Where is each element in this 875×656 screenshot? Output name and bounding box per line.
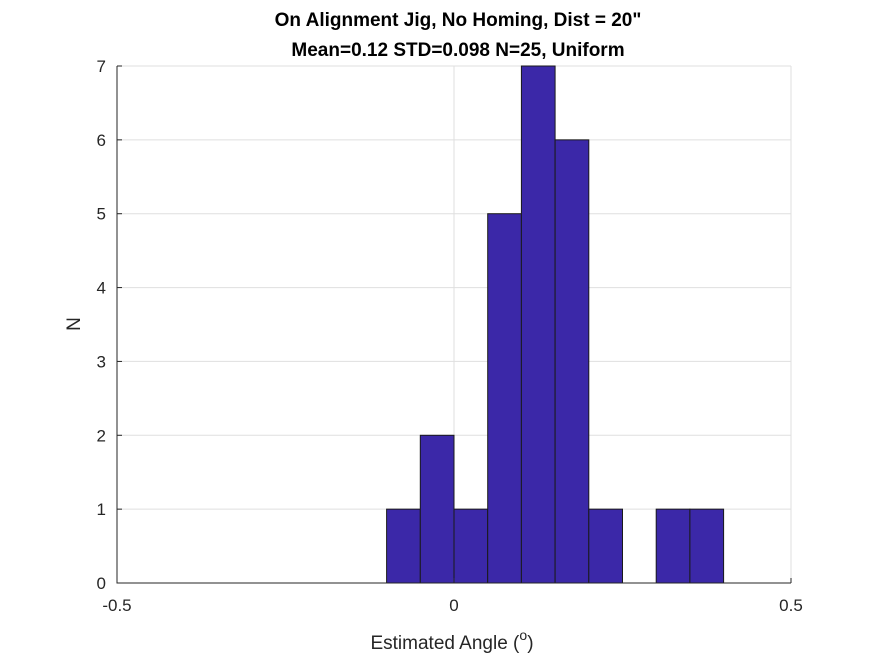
y-tick-label: 0 — [97, 574, 106, 593]
histogram-bar — [487, 213, 522, 584]
histogram-bar — [689, 508, 725, 584]
histogram-bar — [386, 508, 421, 584]
x-axis-label-close: ) — [527, 633, 533, 654]
y-tick-label: 4 — [97, 279, 106, 298]
y-axis-label: N — [64, 317, 85, 331]
x-tick-label: 0.5 — [779, 596, 803, 615]
y-tick-label: 5 — [97, 205, 106, 224]
histogram-bar — [419, 434, 455, 584]
x-tick-label: 0 — [449, 596, 458, 615]
chart-title-line-1: On Alignment Jig, No Homing, Dist = 20" — [275, 10, 642, 31]
x-axis-label-degree: o — [519, 627, 527, 643]
x-axis-label: Estimated Angle (o) — [370, 627, 533, 654]
x-axis-ticks: -0.5 0 0.5 — [102, 578, 803, 615]
histogram-bar — [453, 508, 489, 584]
y-tick-label: 1 — [97, 500, 106, 519]
histogram-bar — [520, 65, 556, 584]
y-tick-label: 7 — [97, 57, 106, 76]
chart-title-line-2: Mean=0.12 STD=0.098 N=25, Uniform — [291, 40, 624, 61]
y-tick-label: 6 — [97, 131, 106, 150]
histogram-bar — [655, 508, 691, 584]
y-tick-label: 2 — [97, 426, 106, 445]
y-tick-label: 3 — [97, 352, 106, 371]
histogram-bar — [554, 139, 590, 584]
x-tick-label: -0.5 — [102, 596, 131, 615]
histogram-bars — [386, 65, 725, 584]
x-axis-label-main: Estimated Angle ( — [370, 633, 520, 654]
y-axis-ticks: 0 1 2 3 4 5 6 7 — [97, 57, 122, 593]
histogram-bar — [588, 508, 623, 584]
